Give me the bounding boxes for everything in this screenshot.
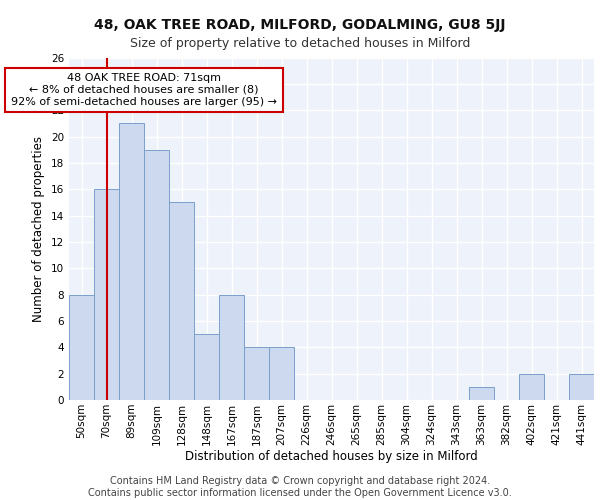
Bar [469, 387, 494, 400]
Text: 48, OAK TREE ROAD, MILFORD, GODALMING, GU8 5JJ: 48, OAK TREE ROAD, MILFORD, GODALMING, G… [94, 18, 506, 32]
Bar [119, 124, 144, 400]
Bar [519, 374, 544, 400]
Bar [244, 348, 269, 400]
Bar [69, 294, 94, 400]
Bar [169, 202, 194, 400]
Y-axis label: Number of detached properties: Number of detached properties [32, 136, 46, 322]
X-axis label: Distribution of detached houses by size in Milford: Distribution of detached houses by size … [185, 450, 478, 464]
Text: Contains HM Land Registry data © Crown copyright and database right 2024.
Contai: Contains HM Land Registry data © Crown c… [88, 476, 512, 498]
Bar [194, 334, 219, 400]
Bar [569, 374, 594, 400]
Bar [144, 150, 169, 400]
Text: Size of property relative to detached houses in Milford: Size of property relative to detached ho… [130, 38, 470, 51]
Bar [219, 294, 244, 400]
Text: 48 OAK TREE ROAD: 71sqm
← 8% of detached houses are smaller (8)
92% of semi-deta: 48 OAK TREE ROAD: 71sqm ← 8% of detached… [11, 74, 277, 106]
Bar [94, 189, 119, 400]
Bar [269, 348, 294, 400]
